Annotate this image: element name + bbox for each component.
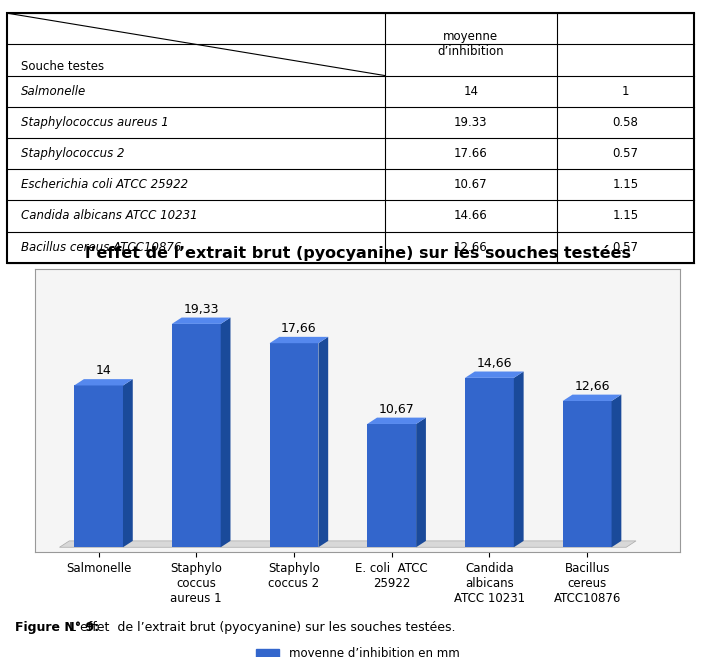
Polygon shape — [172, 317, 231, 324]
Title: l’effet de l’extrait brut (pyocyanine) sur les souches testées: l’effet de l’extrait brut (pyocyanine) s… — [85, 245, 630, 261]
Polygon shape — [221, 317, 231, 547]
Text: Souche testes: Souche testes — [21, 60, 104, 73]
Text: Escherichia coli ATCC 25922: Escherichia coli ATCC 25922 — [21, 178, 188, 191]
Text: 10,67: 10,67 — [379, 403, 414, 416]
Text: moyenne
d’inhibition: moyenne d’inhibition — [437, 30, 504, 58]
Text: 1.15: 1.15 — [612, 178, 639, 191]
Bar — [270, 343, 318, 547]
Bar — [172, 324, 221, 547]
Text: 0.57: 0.57 — [612, 240, 639, 254]
Text: 19,33: 19,33 — [184, 303, 219, 316]
Polygon shape — [74, 379, 132, 386]
Text: 14: 14 — [463, 85, 478, 98]
Polygon shape — [416, 418, 426, 547]
Text: 0.57: 0.57 — [612, 147, 639, 160]
Legend: moyenne d’inhibition en mm: moyenne d’inhibition en mm — [251, 642, 464, 657]
Text: Figure N° 9:: Figure N° 9: — [15, 621, 100, 634]
Text: 0.58: 0.58 — [613, 116, 638, 129]
Polygon shape — [123, 379, 132, 547]
Text: Candida albicans ATCC 10231: Candida albicans ATCC 10231 — [21, 210, 198, 223]
Text: 12,66: 12,66 — [574, 380, 610, 393]
Bar — [367, 424, 416, 547]
Polygon shape — [367, 418, 426, 424]
Text: 14,66: 14,66 — [477, 357, 512, 370]
Polygon shape — [465, 371, 524, 378]
Text: L’effet  de l’extrait brut (pyocyanine) sur les souches testées.: L’effet de l’extrait brut (pyocyanine) s… — [64, 621, 455, 634]
Polygon shape — [318, 337, 328, 547]
Polygon shape — [563, 395, 621, 401]
Bar — [465, 378, 514, 547]
Text: 19.33: 19.33 — [454, 116, 487, 129]
Text: 1.15: 1.15 — [612, 210, 639, 223]
Text: 14.66: 14.66 — [454, 210, 488, 223]
Text: 10.67: 10.67 — [454, 178, 487, 191]
Text: Salmonelle: Salmonelle — [21, 85, 86, 98]
Text: 17,66: 17,66 — [281, 322, 317, 335]
Polygon shape — [611, 395, 621, 547]
Polygon shape — [60, 541, 636, 547]
Text: 17.66: 17.66 — [454, 147, 488, 160]
Polygon shape — [270, 337, 328, 343]
Text: Staphylococcus aureus 1: Staphylococcus aureus 1 — [21, 116, 168, 129]
Bar — [74, 386, 123, 547]
Text: 1: 1 — [622, 85, 629, 98]
Text: Bacillus cereus ATCC10876: Bacillus cereus ATCC10876 — [21, 240, 181, 254]
Polygon shape — [514, 371, 524, 547]
Text: Staphylococcus 2: Staphylococcus 2 — [21, 147, 124, 160]
Text: 14: 14 — [95, 365, 111, 377]
Text: 12.66: 12.66 — [454, 240, 488, 254]
Bar — [563, 401, 611, 547]
